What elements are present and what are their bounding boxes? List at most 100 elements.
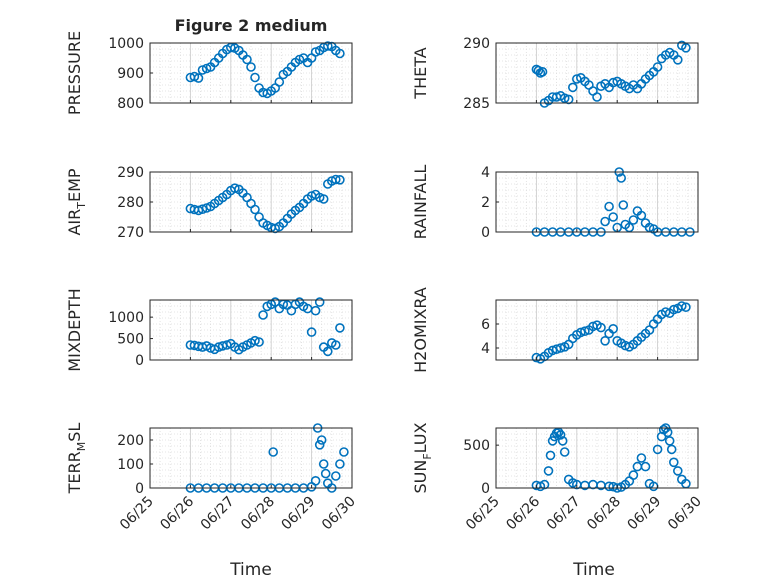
axes-box <box>495 299 699 361</box>
data-point <box>318 459 329 469</box>
y-tick-label: 200 <box>117 433 144 449</box>
data-point <box>330 340 341 350</box>
data-point <box>616 173 627 183</box>
data-point <box>316 435 327 445</box>
data-point <box>537 67 548 77</box>
y-tick-label: 1000 <box>108 36 144 52</box>
y-axis-label: MIXDEPTH <box>65 288 84 371</box>
data-point <box>608 212 619 222</box>
data-point <box>250 335 260 346</box>
data-point <box>322 346 333 357</box>
axes-box <box>149 299 353 361</box>
y-tick-label: 500 <box>117 332 144 348</box>
data-point <box>242 54 252 65</box>
data-point <box>197 204 208 214</box>
x-tick-label: 06/30 <box>319 494 359 534</box>
y-axis-label: THETA <box>411 47 430 99</box>
data-point <box>608 323 619 334</box>
data-point <box>618 200 629 210</box>
y-axis-label: TERRMSL <box>65 423 88 495</box>
y-axis-label: RAINFALL <box>411 165 430 240</box>
data-point <box>274 77 285 87</box>
x-tick-label: 06/25 <box>463 494 503 534</box>
data-point <box>636 210 647 221</box>
y-tick-label: 6 <box>481 317 490 333</box>
y-tick-label: 900 <box>117 66 144 82</box>
data-point <box>246 62 256 72</box>
y-axis-label: SUNFLUX <box>411 422 434 493</box>
x-tick-label: 06/28 <box>584 494 624 534</box>
data-point <box>254 337 264 347</box>
y-tick-label: 280 <box>117 195 144 211</box>
data-point <box>320 468 331 479</box>
data-point <box>640 461 651 472</box>
data-point <box>335 175 345 185</box>
y-tick-label: 4 <box>481 165 490 181</box>
y-axis-label: AIRTEMP <box>65 168 88 235</box>
data-point <box>600 216 610 227</box>
data-point <box>545 450 556 461</box>
y-tick-label: 2 <box>481 195 490 211</box>
data-point <box>230 183 240 193</box>
x-tick-label: 06/27 <box>544 494 584 534</box>
data-point <box>555 430 566 440</box>
data-point <box>666 444 677 455</box>
x-tick-label: 06/29 <box>279 494 319 534</box>
y-tick-label: 0 <box>481 481 490 497</box>
data-point <box>258 310 268 320</box>
data-point <box>330 471 341 481</box>
data-point <box>189 71 200 82</box>
x-axis-label-right: Time <box>572 560 615 580</box>
data-point <box>318 194 329 204</box>
data-point <box>310 305 321 316</box>
y-axis-label: H2OMIXRA <box>411 287 430 373</box>
data-point <box>604 201 614 212</box>
y-tick-label: 285 <box>463 96 490 112</box>
data-point <box>559 93 570 103</box>
data-point <box>672 54 683 65</box>
data-point <box>268 447 279 457</box>
x-tick-label: 06/30 <box>665 494 705 534</box>
data-point <box>314 297 325 307</box>
data-point <box>555 343 566 353</box>
data-point <box>596 322 606 333</box>
data-point <box>250 204 260 215</box>
data-point <box>567 82 578 93</box>
data-point <box>672 466 683 476</box>
x-tick-label: 06/25 <box>117 494 157 534</box>
data-point <box>310 475 321 486</box>
data-point <box>600 335 610 346</box>
data-point <box>335 323 345 333</box>
data-point <box>310 47 321 57</box>
data-point <box>580 326 590 337</box>
data-point <box>197 65 208 75</box>
y-tick-label: 0 <box>135 481 144 497</box>
y-tick-label: 0 <box>481 225 490 241</box>
y-tick-label: 4 <box>481 341 490 357</box>
data-point <box>306 327 317 337</box>
data-point <box>533 65 544 76</box>
y-tick-label: 290 <box>117 165 144 181</box>
data-point <box>539 479 550 490</box>
y-tick-label: 1000 <box>108 310 144 326</box>
data-point <box>652 444 663 455</box>
x-tick-label: 06/29 <box>625 494 665 534</box>
axes-box <box>495 427 699 489</box>
y-tick-label: 270 <box>117 225 144 241</box>
y-tick-label: 290 <box>463 36 490 52</box>
data-point <box>668 457 679 468</box>
data-point <box>557 436 568 446</box>
data-point <box>636 453 647 463</box>
data-point <box>543 466 554 476</box>
y-tick-label: 500 <box>463 438 490 454</box>
data-point <box>681 42 691 53</box>
figure-title: Figure 2 medium <box>175 16 328 35</box>
data-point <box>250 72 260 83</box>
x-tick-label: 06/26 <box>157 493 197 533</box>
x-tick-label: 06/28 <box>238 494 278 534</box>
data-point <box>628 215 639 225</box>
data-point <box>335 459 345 469</box>
data-point <box>322 41 333 51</box>
data-point <box>681 302 691 313</box>
axes-box <box>149 427 353 489</box>
